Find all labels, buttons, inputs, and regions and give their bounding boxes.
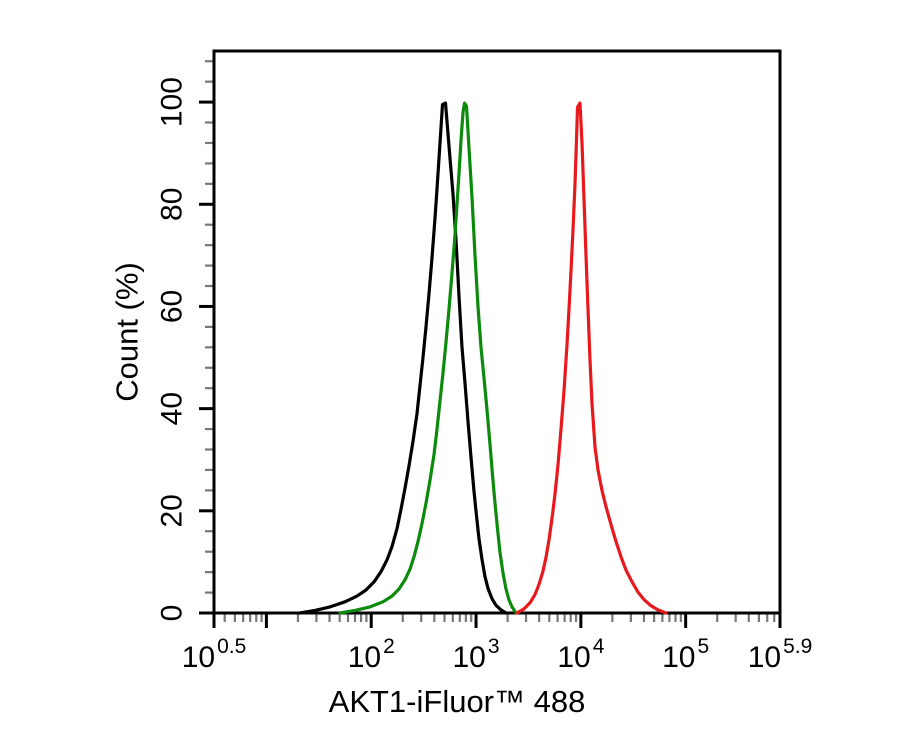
x-axis-title: AKT1-iFluor™ 488: [329, 684, 586, 719]
x-tick-label: 100.5: [182, 635, 247, 674]
x-tick-label: 102: [348, 635, 395, 674]
curves: [298, 101, 668, 615]
x-tick-label: 103: [453, 635, 500, 674]
plot-frame: [212, 49, 782, 615]
curve-black: [298, 101, 508, 615]
y-tick-label: 100: [156, 77, 189, 127]
y-tick-label: 40: [156, 392, 189, 425]
y-tick-label: 80: [156, 188, 189, 221]
y-axis: 0 20 40 60 80 100 Count (%): [110, 60, 214, 622]
curve-green: [338, 101, 518, 615]
y-axis-title: Count (%): [110, 262, 145, 402]
x-axis: 100.5 102 103 104 105 105.9 AKT1-iFluor™ 488: [182, 613, 813, 719]
x-tick-label: 105.9: [748, 635, 813, 674]
x-tick-label: 104: [557, 635, 604, 674]
y-tick-label: 20: [156, 494, 189, 527]
curve-red: [515, 101, 668, 615]
x-tick-label: 105: [662, 635, 709, 674]
y-tick-label: 0: [156, 605, 189, 622]
y-tick-label: 60: [156, 290, 189, 323]
